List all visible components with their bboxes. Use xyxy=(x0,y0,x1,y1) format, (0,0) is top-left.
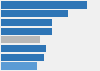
Bar xyxy=(1,28,52,35)
Bar xyxy=(1,45,46,52)
Bar xyxy=(1,19,52,26)
Bar xyxy=(1,36,40,43)
Bar xyxy=(1,54,44,61)
Bar xyxy=(1,62,37,70)
Bar xyxy=(1,1,87,9)
Bar xyxy=(1,10,68,17)
